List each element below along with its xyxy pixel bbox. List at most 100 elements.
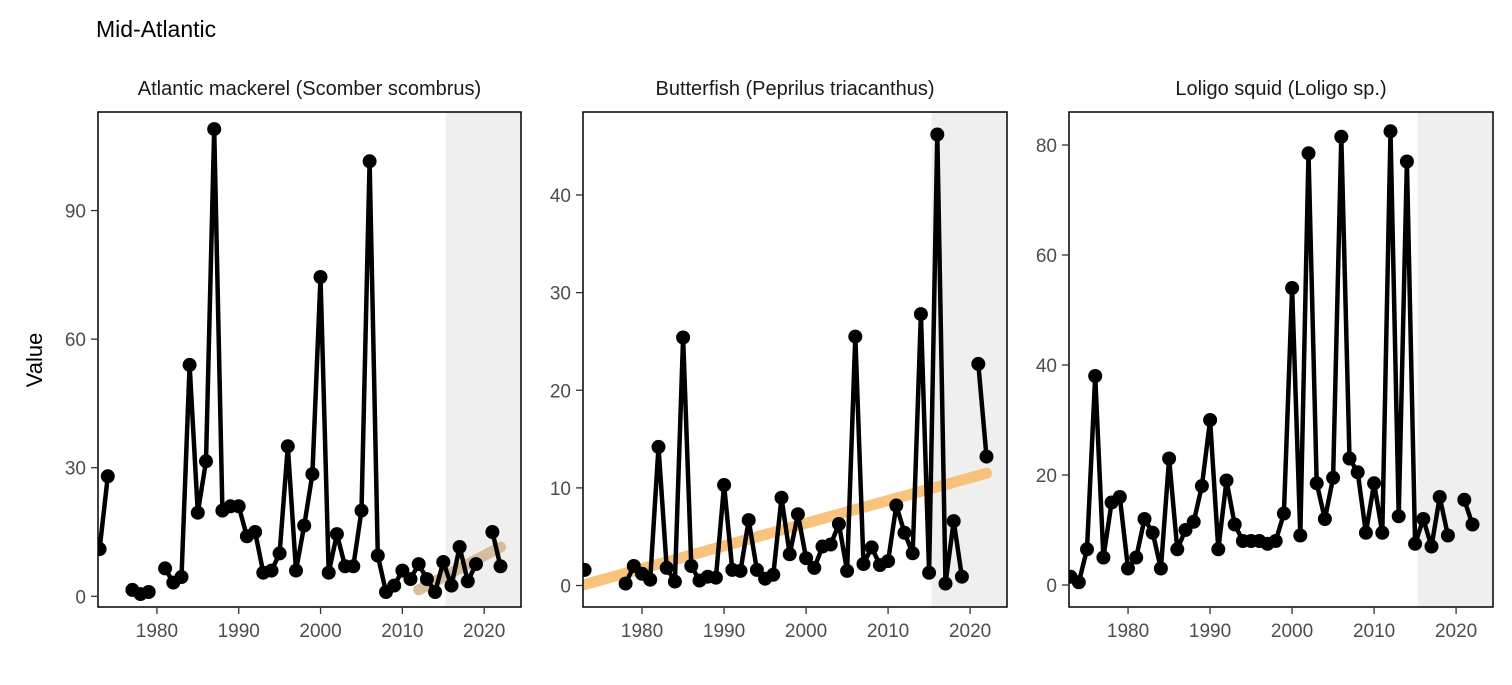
data-point: [583, 562, 592, 577]
data-point: [733, 563, 748, 578]
data-point: [1203, 413, 1218, 427]
data-point: [971, 356, 986, 371]
data-point: [100, 469, 115, 484]
data-point: [856, 557, 871, 571]
data-point: [905, 546, 920, 561]
data-point: [938, 576, 953, 591]
data-point: [1367, 476, 1382, 491]
data-point: [1408, 536, 1423, 551]
y-tick-label: 80: [1036, 136, 1057, 157]
data-point: [749, 562, 764, 577]
data-point: [717, 478, 732, 492]
data-point: [618, 576, 633, 591]
data-point: [436, 555, 451, 569]
data-point: [1186, 514, 1201, 529]
data-point: [1211, 542, 1226, 557]
data-point: [1153, 561, 1168, 576]
data-point: [370, 548, 385, 563]
data-point: [1285, 281, 1300, 295]
data-point: [1219, 473, 1234, 488]
plot-area: [1069, 112, 1493, 607]
data-point: [321, 565, 336, 580]
data-point: [428, 585, 443, 599]
data-point: [643, 572, 658, 587]
data-point: [864, 540, 879, 555]
data-point: [897, 525, 912, 540]
data-point: [840, 563, 855, 578]
y-tick-label: 60: [1036, 246, 1057, 267]
data-point: [354, 503, 369, 518]
data-point: [1416, 512, 1431, 526]
data-point: [329, 527, 344, 542]
data-point: [1326, 470, 1341, 485]
data-point: [1399, 154, 1414, 169]
data-point: [807, 560, 822, 575]
data-point: [766, 567, 781, 582]
data-point: [1121, 561, 1135, 576]
x-tick-label: 1990: [218, 621, 260, 642]
panel-border: [1068, 111, 1494, 608]
data-point: [684, 559, 699, 573]
data-point: [1383, 124, 1398, 139]
data-point: [1227, 517, 1242, 532]
data-point: [782, 547, 797, 562]
plot-area: [98, 112, 521, 607]
data-point: [1137, 512, 1152, 526]
data-point: [493, 559, 508, 574]
data-point: [979, 449, 994, 464]
data-point: [207, 122, 222, 137]
data-point: [1145, 525, 1160, 540]
data-point: [1162, 451, 1177, 466]
data-point: [190, 505, 205, 520]
data-point: [1309, 476, 1324, 491]
panel-2: Butterfish (Peprilus triacanthus) 1980 199…: [550, 78, 1008, 642]
data-point: [848, 329, 863, 344]
data-point: [708, 570, 723, 585]
y-tick-label: 40: [1036, 356, 1057, 377]
data-point: [1112, 490, 1127, 504]
data-point: [1194, 479, 1209, 493]
data-point: [1276, 506, 1291, 521]
y-tick-label: 90: [65, 202, 86, 223]
x-tick-label: 1990: [1189, 621, 1231, 642]
data-point: [946, 514, 961, 529]
data-point: [1071, 575, 1086, 590]
x-tick-label: 2000: [1271, 621, 1313, 642]
y-tick-label: 0: [75, 587, 86, 608]
series-line: [976, 363, 989, 457]
x-tick-label: 1990: [703, 621, 745, 642]
data-point: [913, 307, 928, 322]
data-point: [411, 557, 426, 572]
data-point: [1424, 539, 1439, 554]
data-point: [889, 498, 904, 513]
data-point: [790, 507, 805, 522]
data-point: [305, 467, 320, 482]
y-tick-label: 30: [65, 459, 86, 480]
x-tick-label: 2010: [381, 621, 423, 642]
data-point: [881, 554, 896, 569]
y-tick-label: 20: [1036, 466, 1057, 487]
data-point: [774, 490, 789, 505]
plot-area: [583, 112, 1007, 607]
data-point: [1432, 490, 1447, 504]
x-tick-label: 1980: [136, 621, 178, 642]
data-point: [199, 454, 213, 469]
y-tick-label: 0: [1046, 576, 1057, 597]
x-tick-label: 2010: [867, 621, 909, 642]
data-point: [1268, 534, 1283, 548]
x-tick-label: 2000: [299, 621, 341, 642]
panel-1: Atlantic mackerel (Scomber scombrus) 1980…: [65, 78, 522, 642]
series-line: [163, 126, 479, 595]
data-point: [387, 578, 402, 593]
y-tick-label: 40: [550, 186, 571, 207]
data-point: [741, 513, 756, 528]
data-point: [651, 439, 666, 454]
data-point: [1350, 465, 1365, 480]
data-point: [823, 537, 838, 552]
data-point: [1465, 517, 1480, 532]
data-point: [141, 585, 156, 599]
data-point: [676, 330, 691, 345]
data-point: [158, 561, 173, 576]
